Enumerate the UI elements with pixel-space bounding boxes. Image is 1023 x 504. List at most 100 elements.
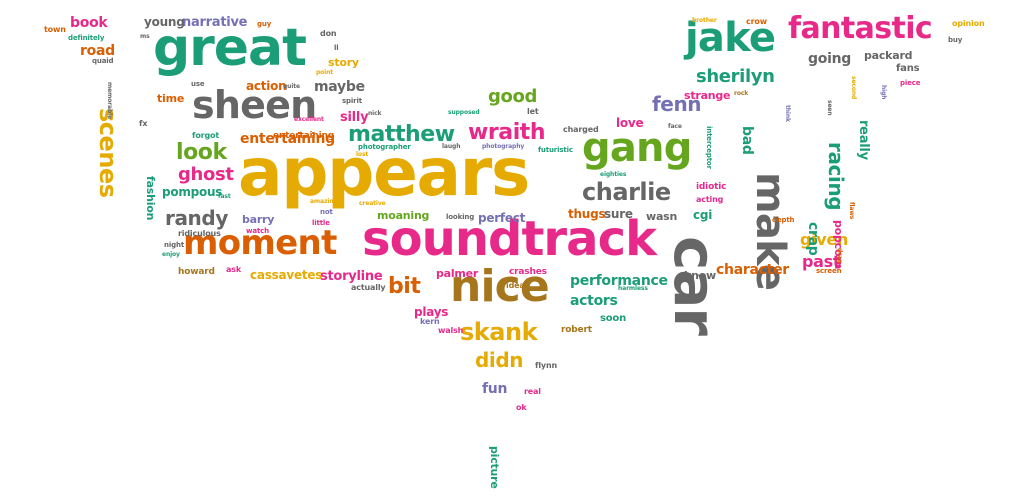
word-not: not — [320, 208, 333, 216]
word-flaws: flaws — [848, 202, 855, 220]
word-night: night — [164, 241, 185, 249]
word-given: given — [800, 230, 849, 249]
word-book: book — [70, 15, 108, 31]
word-interceptor: interceptor — [705, 126, 713, 169]
word-looking: looking — [446, 213, 475, 221]
word-photographer: photographer — [358, 143, 411, 151]
word-fashion: fashion — [144, 176, 157, 221]
word-wraith: wraith — [468, 120, 546, 145]
word-character: character — [716, 262, 789, 278]
word-jake: jake — [685, 15, 776, 61]
word-spirit: spirit — [342, 97, 362, 105]
word-strange: strange — [684, 89, 731, 102]
word-entertaining: entertaining — [240, 131, 335, 147]
word-sheen: sheen — [192, 83, 317, 127]
word-appears: appears — [238, 134, 530, 211]
word-soon: soon — [600, 313, 627, 324]
word-didn: didn — [475, 348, 524, 372]
word-lost: lost — [356, 151, 369, 158]
word-palmer: palmer — [436, 267, 479, 280]
word-harmless: harmless — [618, 285, 648, 292]
word-great: great — [153, 18, 307, 78]
word-nick: nick — [368, 110, 382, 117]
word-charged: charged — [563, 125, 599, 134]
word-creative: creative — [359, 200, 386, 207]
word-laugh: laugh — [442, 143, 461, 150]
word-enjoy: enjoy — [162, 251, 180, 258]
word-perfect: perfect — [478, 211, 526, 225]
word-use: use — [191, 80, 205, 88]
word-rock: rock — [734, 90, 749, 97]
word-moaning: moaning — [377, 209, 430, 222]
word-time: time — [157, 92, 185, 105]
word-walsh: walsh — [438, 326, 464, 335]
word-crap: crap — [805, 222, 821, 256]
word-face: face — [668, 123, 682, 130]
word-really: really — [856, 120, 871, 160]
word-going: going — [808, 51, 852, 67]
word-idea: idea — [506, 281, 525, 290]
word-quite: quite — [283, 83, 300, 90]
word-cgi: cgi — [693, 208, 713, 222]
word-randy: randy — [165, 206, 228, 230]
word-wasn: wasn — [646, 210, 678, 223]
word-eighties: eighties — [600, 171, 627, 178]
word-nice: nice — [450, 261, 550, 312]
word-opinion: opinion — [952, 19, 985, 28]
word-sherilyn: sherilyn — [696, 66, 775, 87]
word-buy: buy — [948, 36, 963, 44]
word-love: love — [616, 116, 644, 130]
word-bad: bad — [739, 126, 755, 155]
word-packard: packard — [864, 49, 913, 62]
word-fans: fans — [896, 63, 920, 74]
word-pompous: pompous — [162, 185, 223, 199]
word-young: young — [144, 15, 185, 29]
word-look: look — [176, 140, 227, 165]
word-picture: picture — [488, 446, 501, 489]
word-excellent: excellent — [294, 116, 324, 123]
word-skank: skank — [460, 318, 538, 346]
word-point: point — [316, 69, 334, 76]
word-kern: kern — [420, 317, 440, 326]
word-memorable: memorable — [106, 82, 113, 120]
word-entertaining: entertaining — [273, 131, 334, 141]
word-fenn: fenn — [652, 92, 702, 116]
word-fun: fun — [482, 381, 508, 397]
word-flynn: flynn — [535, 361, 558, 370]
word-silly: silly — [340, 110, 369, 125]
word-futuristic: futuristic — [538, 146, 573, 154]
word-know: know — [684, 269, 716, 282]
word-think: think — [784, 105, 791, 122]
word-ridiculous: ridiculous — [178, 229, 221, 238]
word-howard: howard — [178, 267, 215, 277]
word-forgot: forgot — [192, 131, 220, 140]
word-robert: robert — [561, 325, 592, 335]
word-seen: seen — [826, 100, 833, 116]
word-real: real — [524, 387, 541, 396]
word-drag: drag — [836, 248, 843, 264]
word-barry: barry — [242, 213, 275, 226]
word-supposed: supposed — [448, 109, 480, 116]
word-actors: actors — [570, 293, 618, 309]
word-matthew: matthew — [348, 122, 455, 147]
word-gang: gang — [582, 125, 692, 171]
word-crashes: crashes — [509, 267, 547, 277]
word-high: high — [880, 85, 887, 100]
word-ok: ok — [516, 403, 527, 412]
word-cassavetes: cassavetes — [250, 268, 323, 282]
word-storyline: storyline — [320, 269, 383, 284]
word-depth: depth — [772, 216, 795, 224]
word-town: town — [44, 25, 66, 34]
word-photography: photography — [482, 143, 525, 150]
word-fast: fast — [218, 193, 231, 200]
word-charlie: charlie — [582, 178, 671, 206]
word-maybe: maybe — [314, 79, 365, 95]
word-crow: crow — [746, 17, 767, 26]
word-scenes: scenes — [94, 108, 122, 198]
word-thugs: thugs — [568, 207, 606, 221]
word-amazing: amazing — [310, 198, 338, 205]
word-definitely: definitely — [68, 34, 105, 42]
word-idiotic: idiotic — [696, 182, 727, 192]
word-fx: fx — [139, 119, 148, 128]
